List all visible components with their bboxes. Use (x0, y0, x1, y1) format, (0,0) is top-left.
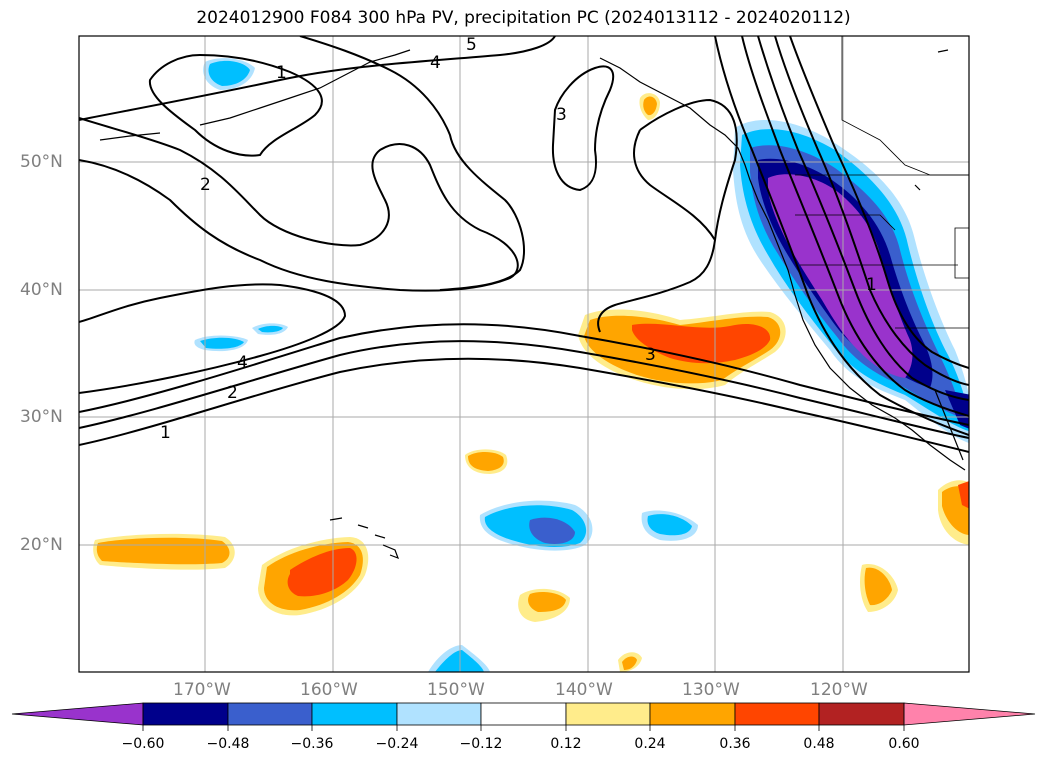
lon-label: 140°W (555, 680, 613, 700)
coastlines (99, 36, 969, 560)
colorbar-bin (311, 702, 398, 726)
colorbar-bin (227, 702, 313, 726)
colorbar-tick-label: 0.60 (888, 736, 920, 752)
contour-label: 2 (227, 383, 238, 403)
colorbar-bin (734, 702, 820, 726)
colorbar-tick-label: 0.12 (550, 736, 582, 752)
pv-contours (79, 36, 969, 453)
lat-label: 40°N (20, 280, 63, 300)
midpacific-negative-core (529, 517, 575, 544)
map-frame (78, 35, 970, 673)
colorbar-bin (142, 702, 229, 726)
lat-label: 20°N (20, 535, 63, 555)
hawaii-positive-core (287, 548, 357, 597)
contour-label: 2 (200, 175, 211, 195)
colorbar-bin (565, 702, 651, 726)
colorbar-extend-high (903, 702, 1036, 726)
colorbar-bin (649, 702, 736, 726)
colorbar (11, 702, 1036, 731)
contour-labels: 1 2 5 4 3 3 4 2 1 1 (160, 35, 877, 443)
colorbar-tick-label: −0.12 (459, 736, 503, 752)
lat-label: 30°N (20, 407, 63, 427)
colorbar-tick-label: −0.24 (375, 736, 419, 752)
lon-label: 170°W (173, 680, 231, 700)
colorbar-bin (396, 702, 482, 726)
contour-label: 1 (276, 63, 287, 83)
map-title: 2024012900 F084 300 hPa PV, precipitatio… (196, 8, 851, 28)
contour-label: 5 (466, 35, 477, 55)
colorbar-tick-label: 0.24 (634, 736, 666, 752)
contour-label: 1 (866, 275, 877, 295)
contour-label: 3 (556, 105, 567, 125)
lon-label: 150°W (427, 680, 485, 700)
map-panel: 1 2 5 4 3 3 4 2 1 1 (79, 35, 969, 672)
westcoast-negative-core (768, 174, 913, 378)
colorbar-tick-label: −0.36 (290, 736, 334, 752)
colorbar-tick-label: −0.48 (206, 736, 250, 752)
precip-shading (93, 58, 969, 672)
lat-label: 50°N (20, 152, 63, 172)
colorbar-tick-label: 0.36 (719, 736, 751, 752)
lon-label: 160°W (300, 680, 358, 700)
contour-label: 1 (160, 423, 171, 443)
lon-label: 130°W (682, 680, 740, 700)
contour-label: 4 (237, 353, 248, 373)
colorbar-tick-label: 0.48 (803, 736, 835, 752)
contour-label: 3 (645, 345, 656, 365)
colorbar-tick-label: −0.60 (121, 736, 165, 752)
lon-label: 120°W (810, 680, 868, 700)
colorbar-extend-low (11, 702, 144, 726)
contour-label: 4 (430, 53, 441, 73)
colorbar-bin (818, 702, 905, 726)
colorbar-bin (480, 702, 567, 726)
